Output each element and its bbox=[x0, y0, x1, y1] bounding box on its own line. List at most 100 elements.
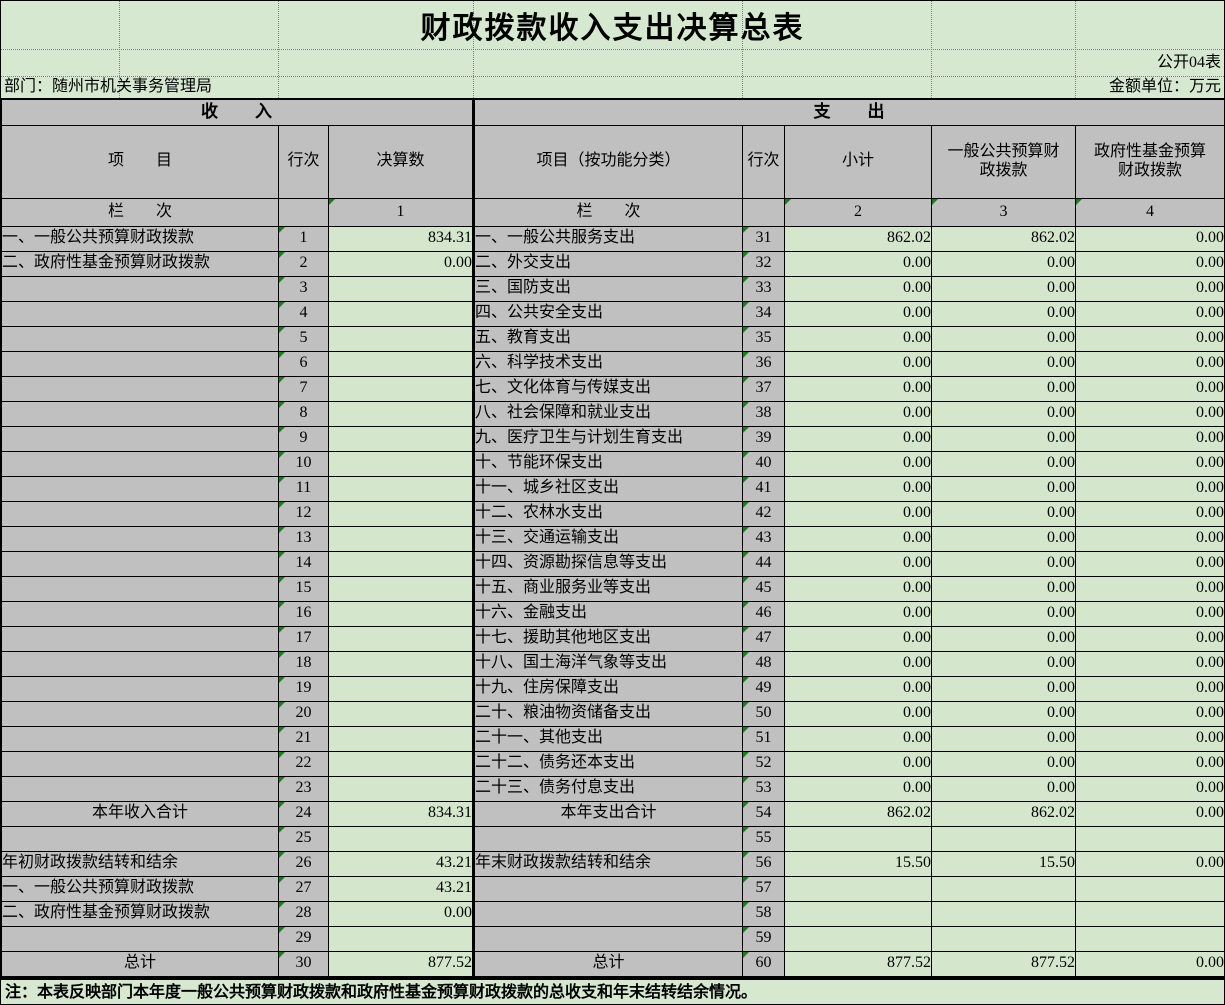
income-item-cell[interactable]: 年初财政拨款结转和结余 bbox=[1, 850, 279, 877]
expense-gov-fund-cell[interactable]: 0.00 bbox=[1075, 300, 1224, 327]
expense-line-cell[interactable]: 48 bbox=[742, 650, 786, 677]
expense-item-cell[interactable]: 二十一、其他支出 bbox=[472, 725, 744, 752]
expense-general-budget-cell[interactable]: 0.00 bbox=[931, 675, 1077, 702]
expense-general-budget-cell[interactable]: 0.00 bbox=[931, 500, 1077, 527]
income-item-cell[interactable] bbox=[1, 275, 279, 302]
income-item-cell[interactable] bbox=[1, 500, 279, 527]
expense-line-cell[interactable]: 33 bbox=[742, 275, 786, 302]
income-item-cell[interactable] bbox=[1, 525, 279, 552]
expense-item-cell[interactable]: 十八、国土海洋气象等支出 bbox=[472, 650, 744, 677]
expense-line-cell[interactable]: 41 bbox=[742, 475, 786, 502]
expense-gov-fund-cell[interactable]: 0.00 bbox=[1075, 350, 1224, 377]
expense-subtotal-cell[interactable]: 0.00 bbox=[784, 275, 933, 302]
expense-item-cell[interactable]: 十、节能环保支出 bbox=[472, 450, 744, 477]
income-line-cell[interactable]: 10 bbox=[278, 450, 329, 477]
expense-subtotal-cell[interactable]: 0.00 bbox=[784, 425, 933, 452]
income-line-cell[interactable]: 29 bbox=[278, 925, 329, 952]
income-item-cell[interactable] bbox=[1, 825, 279, 852]
income-line-cell[interactable]: 3 bbox=[278, 275, 329, 302]
expense-general-budget-cell[interactable]: 15.50 bbox=[931, 850, 1077, 877]
expense-item-cell[interactable]: 二十三、债务付息支出 bbox=[472, 775, 744, 802]
income-value-cell[interactable]: 0.00 bbox=[327, 250, 475, 277]
expense-item-cell[interactable]: 七、文化体育与传媒支出 bbox=[472, 375, 744, 402]
income-item-cell[interactable] bbox=[1, 400, 279, 427]
expense-general-budget-cell[interactable]: 0.00 bbox=[931, 750, 1077, 777]
expense-item-cell[interactable]: 十五、商业服务业等支出 bbox=[472, 575, 744, 602]
income-value-cell[interactable] bbox=[327, 575, 475, 602]
expense-subtotal-cell[interactable]: 0.00 bbox=[784, 525, 933, 552]
expense-item-cell[interactable] bbox=[472, 900, 744, 927]
income-line-cell[interactable]: 21 bbox=[278, 725, 329, 752]
expense-general-budget-cell[interactable]: 0.00 bbox=[931, 700, 1077, 727]
income-line-cell[interactable]: 7 bbox=[278, 375, 329, 402]
expense-line-cell[interactable]: 58 bbox=[742, 900, 786, 927]
expense-general-budget-cell[interactable]: 0.00 bbox=[931, 650, 1077, 677]
expense-item-cell[interactable]: 九、医疗卫生与计划生育支出 bbox=[472, 425, 744, 452]
expense-item-cell[interactable]: 二、外交支出 bbox=[472, 250, 744, 277]
expense-general-budget-cell[interactable]: 0.00 bbox=[931, 400, 1077, 427]
expense-general-budget-cell[interactable] bbox=[931, 825, 1077, 852]
expense-gov-fund-cell[interactable]: 0.00 bbox=[1075, 650, 1224, 677]
income-item-cell[interactable] bbox=[1, 675, 279, 702]
income-item-cell[interactable]: 总计 bbox=[1, 950, 279, 977]
expense-item-cell[interactable] bbox=[472, 825, 744, 852]
col-header-final-amount[interactable]: 决算数 bbox=[327, 124, 475, 199]
expense-line-cell[interactable]: 37 bbox=[742, 375, 786, 402]
expense-subtotal-cell[interactable]: 0.00 bbox=[784, 350, 933, 377]
income-line-cell[interactable]: 28 bbox=[278, 900, 329, 927]
income-line-cell[interactable]: 18 bbox=[278, 650, 329, 677]
expense-item-cell[interactable]: 五、教育支出 bbox=[472, 325, 744, 352]
income-line-cell[interactable]: 23 bbox=[278, 775, 329, 802]
expense-subtotal-cell[interactable]: 0.00 bbox=[784, 475, 933, 502]
col-header-item[interactable]: 项 目 bbox=[1, 124, 279, 199]
expense-gov-fund-cell[interactable]: 0.00 bbox=[1075, 250, 1224, 277]
income-item-cell[interactable] bbox=[1, 750, 279, 777]
expense-item-cell[interactable]: 年末财政拨款结转和结余 bbox=[472, 850, 744, 877]
income-line-cell[interactable]: 25 bbox=[278, 825, 329, 852]
expense-gov-fund-cell[interactable]: 0.00 bbox=[1075, 450, 1224, 477]
expense-subtotal-cell[interactable]: 0.00 bbox=[784, 725, 933, 752]
lanci-line-cell[interactable] bbox=[278, 197, 329, 227]
income-item-cell[interactable]: 二、政府性基金预算财政拨款 bbox=[1, 250, 279, 277]
income-item-cell[interactable] bbox=[1, 775, 279, 802]
expense-general-budget-cell[interactable]: 0.00 bbox=[931, 450, 1077, 477]
expense-line-cell[interactable]: 38 bbox=[742, 400, 786, 427]
col-header-gov-fund[interactable]: 政府性基金预算 财政拨款 bbox=[1075, 124, 1224, 199]
expense-gov-fund-cell[interactable] bbox=[1075, 825, 1224, 852]
col-header-item-functional[interactable]: 项目（按功能分类） bbox=[472, 124, 744, 199]
expense-item-cell[interactable]: 一、一般公共服务支出 bbox=[472, 225, 744, 252]
income-item-cell[interactable] bbox=[1, 325, 279, 352]
lanci-line2-cell[interactable] bbox=[742, 197, 786, 227]
expense-general-budget-cell[interactable]: 0.00 bbox=[931, 525, 1077, 552]
expense-line-cell[interactable]: 53 bbox=[742, 775, 786, 802]
income-line-cell[interactable]: 27 bbox=[278, 875, 329, 902]
income-item-cell[interactable] bbox=[1, 450, 279, 477]
income-value-cell[interactable] bbox=[327, 475, 475, 502]
expense-line-cell[interactable]: 59 bbox=[742, 925, 786, 952]
income-value-cell[interactable]: 834.31 bbox=[327, 225, 475, 252]
expense-gov-fund-cell[interactable]: 0.00 bbox=[1075, 475, 1224, 502]
income-item-cell[interactable]: 一、一般公共预算财政拨款 bbox=[1, 875, 279, 902]
expense-item-cell[interactable]: 二十二、债务还本支出 bbox=[472, 750, 744, 777]
income-line-cell[interactable]: 26 bbox=[278, 850, 329, 877]
income-line-cell[interactable]: 19 bbox=[278, 675, 329, 702]
income-item-cell[interactable] bbox=[1, 925, 279, 952]
income-value-cell[interactable] bbox=[327, 450, 475, 477]
income-value-cell[interactable] bbox=[327, 400, 475, 427]
expense-gov-fund-cell[interactable]: 0.00 bbox=[1075, 625, 1224, 652]
expense-general-budget-cell[interactable]: 0.00 bbox=[931, 250, 1077, 277]
expense-line-cell[interactable]: 60 bbox=[742, 950, 786, 977]
expense-item-cell[interactable]: 十二、农林水支出 bbox=[472, 500, 744, 527]
expense-gov-fund-cell[interactable]: 0.00 bbox=[1075, 275, 1224, 302]
income-value-cell[interactable] bbox=[327, 825, 475, 852]
expense-subtotal-cell[interactable]: 0.00 bbox=[784, 750, 933, 777]
expense-line-cell[interactable]: 51 bbox=[742, 725, 786, 752]
expense-gov-fund-cell[interactable]: 0.00 bbox=[1075, 725, 1224, 752]
expense-line-cell[interactable]: 57 bbox=[742, 875, 786, 902]
income-line-cell[interactable]: 1 bbox=[278, 225, 329, 252]
expense-line-cell[interactable]: 35 bbox=[742, 325, 786, 352]
income-item-cell[interactable] bbox=[1, 300, 279, 327]
expense-gov-fund-cell[interactable]: 0.00 bbox=[1075, 675, 1224, 702]
expense-subtotal-cell[interactable]: 0.00 bbox=[784, 775, 933, 802]
expense-general-budget-cell[interactable] bbox=[931, 875, 1077, 902]
